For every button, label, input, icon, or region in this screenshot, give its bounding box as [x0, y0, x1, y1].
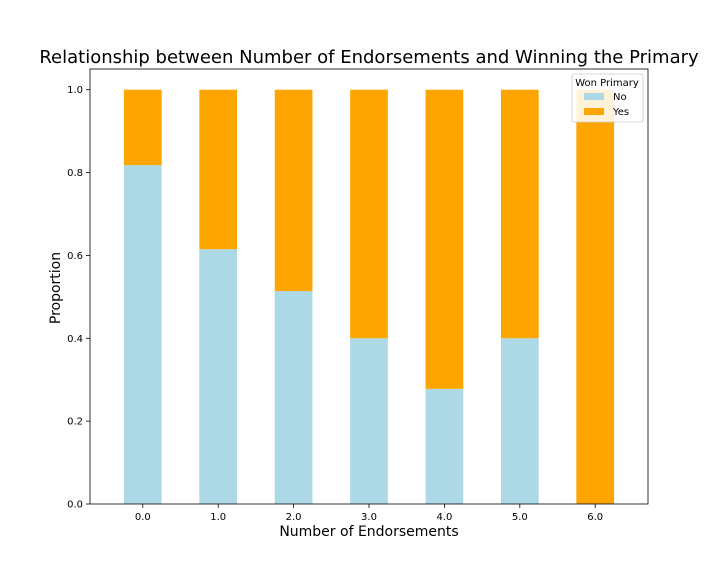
y-axis-label: Proportion	[48, 252, 64, 324]
legend-label-no: No	[613, 92, 627, 103]
x-tick-label-1: 1.0	[210, 512, 226, 523]
y-tick-label-1: 0.2	[67, 417, 83, 428]
legend-label-yes: Yes	[612, 107, 629, 118]
y-tick-label-3: 0.6	[67, 251, 83, 262]
legend: Won Primary No Yes	[571, 73, 644, 123]
x-tick-label-6: 6.0	[587, 512, 603, 523]
plot-area: 0.0 1.0 2.0 3.0 4.0 5.0 6.0 0.0 0.2 0.4 0.6 0.8 1.0	[67, 85, 615, 523]
legend-swatch-yes	[584, 108, 604, 115]
bar-yes-0	[123, 89, 162, 166]
bar-no-5	[500, 338, 539, 504]
bar-yes-1	[199, 89, 238, 250]
x-tick-label-0: 0.0	[135, 512, 151, 523]
legend-swatch-no	[584, 93, 604, 100]
bar-no-0	[123, 165, 162, 504]
bar-no-3	[350, 338, 388, 504]
legend-title: Won Primary	[575, 78, 639, 89]
bar-yes-2	[274, 89, 313, 292]
x-tick-label-3: 3.0	[361, 512, 377, 523]
bar-no-4	[425, 388, 464, 504]
x-tick-label-4: 4.0	[436, 512, 452, 523]
plot-frame	[89, 68, 649, 505]
bar-yes-5	[500, 89, 539, 339]
bar-yes-6	[576, 89, 615, 504]
y-tick-label-0: 0.0	[67, 500, 83, 511]
bar-no-1	[199, 249, 238, 504]
y-tick-label-4: 0.8	[67, 168, 83, 179]
bar-yes-3	[350, 89, 388, 339]
chart-title: Relationship between Number of Endorseme…	[39, 47, 699, 68]
bar-no-2	[274, 291, 313, 504]
x-axis-label: Number of Endorsements	[279, 524, 458, 540]
x-tick-label-5: 5.0	[512, 512, 528, 523]
y-tick-label-5: 1.0	[67, 85, 83, 96]
y-tick-label-2: 0.4	[67, 334, 83, 345]
bar-yes-4	[425, 89, 464, 389]
x-tick-label-2: 2.0	[286, 512, 302, 523]
